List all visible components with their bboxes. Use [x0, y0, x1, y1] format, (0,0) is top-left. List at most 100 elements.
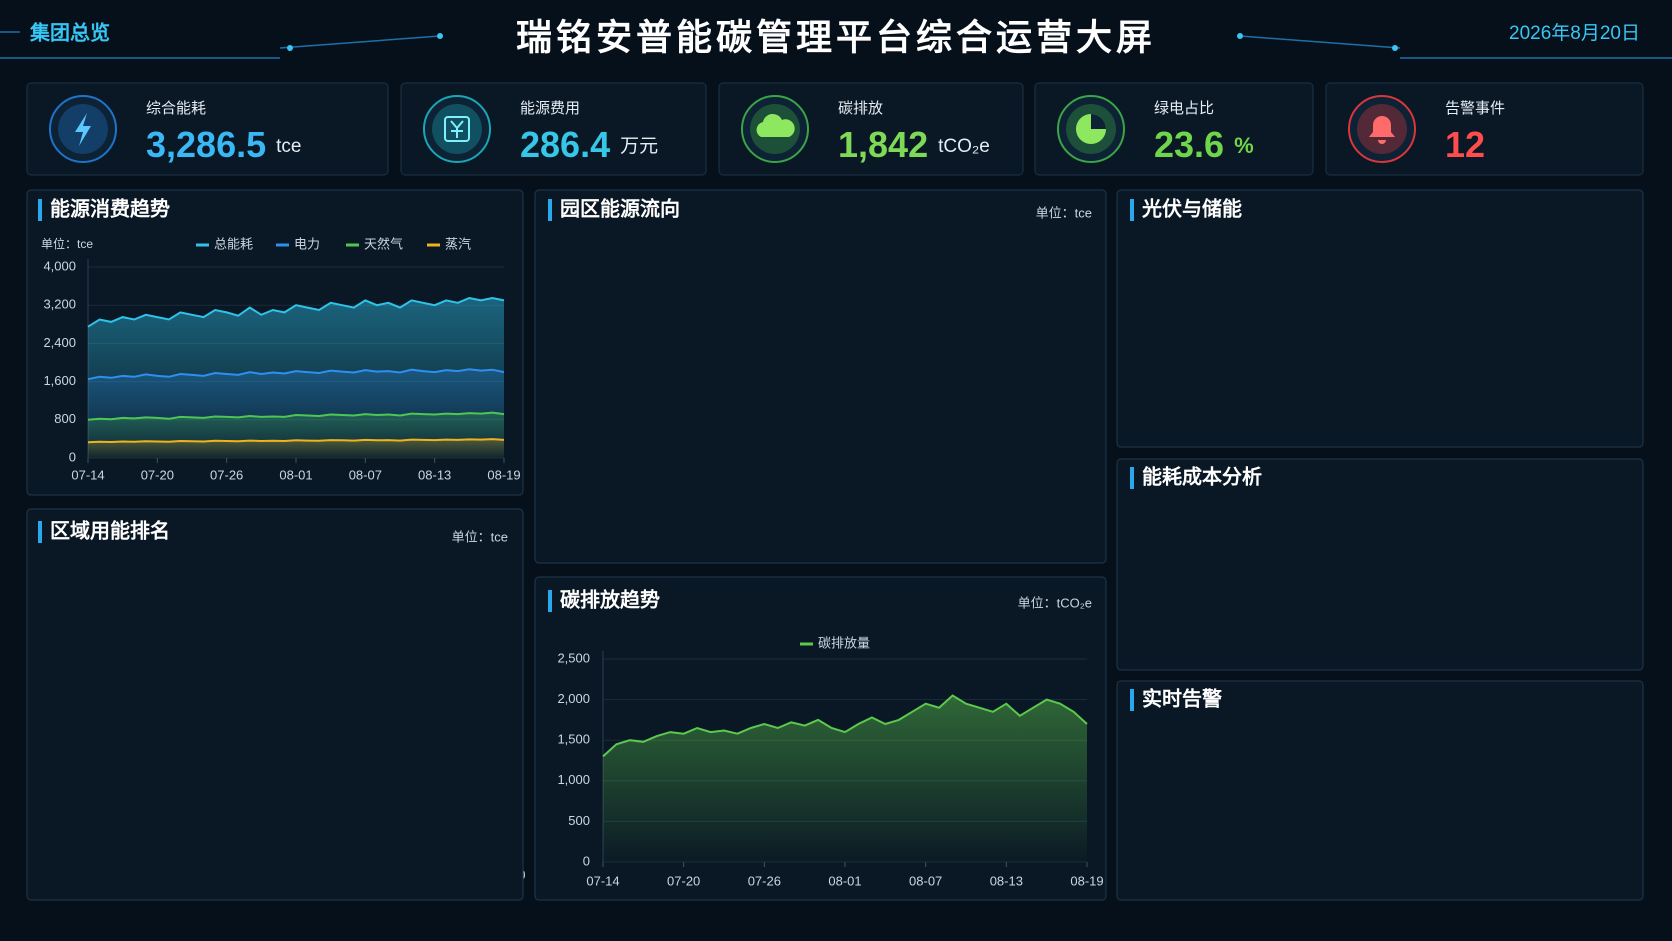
kpi-icon: [444, 116, 470, 142]
panel-title: 光伏与储能: [1141, 196, 1242, 220]
panel-title-bar: [548, 199, 552, 221]
header: 集团总览 瑞铭安普能碳管理平台综合运营大屏 2026年8月20日: [0, 17, 1672, 59]
legend-label: 蒸汽: [445, 236, 471, 251]
panel: [26, 508, 524, 901]
x-tick-label: 07-14: [586, 873, 619, 888]
kpi-label: 绿电占比: [1154, 100, 1214, 117]
panel-title-bar: [548, 590, 552, 612]
line: [87, 368, 505, 381]
line: [602, 694, 1088, 758]
panel-title: 园区能源流向: [560, 196, 680, 220]
line: [87, 411, 505, 421]
header-dot: [437, 33, 443, 39]
y-tick-label: 800: [54, 411, 76, 426]
legend-label: 碳排放量: [818, 635, 870, 650]
line: [87, 296, 505, 328]
kpi-unit: 万元: [620, 136, 658, 157]
legend-label: 天然气: [364, 236, 403, 251]
x-tick-label: 08-01: [828, 873, 861, 888]
panel-title-bar: [1130, 467, 1134, 489]
panel-unit: 单位：tCO₂e: [1018, 595, 1092, 610]
y-tick-label: 1,600: [43, 373, 76, 388]
line-chart: 0 500 1,000 1,500 2,000 2,500 07-14 07-20 07-26 0…: [557, 635, 1103, 888]
x-tick-label: 08-19: [1070, 873, 1103, 888]
kpi-card: 综合能耗 3,286.5 tce: [26, 82, 389, 176]
legend-label: 总能耗: [214, 236, 253, 251]
kpi-label: 综合能耗: [146, 100, 206, 117]
panel-title-bar: [1130, 199, 1134, 221]
kpi-icon: [756, 113, 795, 137]
x-tick-label: 08-07: [349, 467, 382, 482]
kpi-icon: [1369, 116, 1395, 144]
kpi-value: 23.6%: [1154, 124, 1254, 165]
x-tick-label: 07-26: [210, 467, 243, 482]
date: 2026年8月20日: [1509, 22, 1640, 44]
x-tick-label: 08-07: [909, 873, 942, 888]
y-tick-label: 500: [568, 813, 590, 828]
kpi-card: 能源费用 286.4 万元: [400, 82, 707, 176]
panel-title-bar: [1130, 689, 1134, 711]
x-tick-label: 08-19: [487, 467, 520, 482]
main-title: 瑞铭安普能碳管理平台综合运营大屏: [516, 17, 1156, 58]
panel-title: 碳排放趋势: [560, 587, 660, 611]
panel-title: 能源消费趋势: [50, 196, 170, 220]
kpi-card-bg: [26, 82, 389, 176]
kpi-number: 23.6: [1154, 124, 1224, 165]
panel-title: 实时告警: [1142, 686, 1222, 710]
panel-unit: 单位：tce: [1036, 205, 1092, 220]
kpi-label: 碳排放: [838, 100, 883, 117]
panel-title: 区域用能排名: [50, 518, 170, 542]
header-line: [279, 35, 441, 49]
kpi-value: 286.4 万元: [520, 124, 658, 165]
y-tick-label: 2,400: [43, 335, 76, 350]
line-chart: 0 800 1,600 2,400 3,200 4,000 07-14 07-20 07-26 0…: [43, 236, 520, 482]
chart-unit: 单位：tce: [41, 236, 93, 251]
panel: [1116, 189, 1644, 448]
area: [603, 695, 1087, 862]
kpi-icon: [75, 113, 91, 146]
x-tick-label: 07-14: [71, 467, 104, 482]
y-tick-label: 3,200: [43, 297, 76, 312]
panel: [534, 189, 1107, 564]
kpi-unit: tce: [276, 136, 301, 157]
area: [88, 439, 504, 458]
legend-label: 电力: [294, 236, 320, 251]
kpi-number: 3,286.5: [146, 124, 266, 165]
x-tick-label: 08-01: [279, 467, 312, 482]
x-tick-label: 07-20: [667, 873, 700, 888]
header-line: [1239, 35, 1401, 49]
kpi-unit: tCO₂e: [938, 136, 990, 157]
kpi-value: 12: [1445, 124, 1485, 165]
kpi-number: 286.4: [520, 124, 610, 165]
kpi-value: 1,842 tCO₂e: [838, 124, 990, 165]
panel-unit: 单位：tce: [452, 529, 508, 544]
kpi-icon: [1091, 114, 1106, 129]
kpi-card: 绿电占比 23.6%: [1034, 82, 1314, 176]
kpi-number: 1,842: [838, 124, 928, 165]
kpi-number: 12: [1445, 124, 1485, 165]
y-tick-label: 1,000: [557, 772, 590, 787]
y-tick-label: 0: [69, 449, 76, 464]
x-tick-label: 08-13: [418, 467, 451, 482]
x-tick-label: 07-26: [748, 873, 781, 888]
kpi-unit: %: [1234, 133, 1254, 158]
kpi-label: 能源费用: [520, 100, 580, 117]
line: [87, 438, 505, 444]
y-tick-label: 2,000: [557, 691, 590, 706]
x-tick-label: 08-13: [990, 873, 1023, 888]
panel-title-bar: [38, 199, 42, 221]
y-tick-label: 4,000: [43, 258, 76, 273]
y-tick-label: 1,500: [557, 732, 590, 747]
kpi-card: 碳排放 1,842 tCO₂e: [718, 82, 1024, 176]
panel-title: 能耗成本分析: [1142, 464, 1262, 488]
kpi-value: 3,286.5 tce: [146, 124, 301, 165]
kpi-card: 告警事件 12: [1325, 82, 1644, 176]
header-dot: [1392, 45, 1398, 51]
panel: [1116, 458, 1644, 671]
panel: [1116, 680, 1644, 901]
panel-title-bar: [38, 521, 42, 543]
header-dot: [287, 45, 293, 51]
x-tick-label: 07-20: [141, 467, 174, 482]
